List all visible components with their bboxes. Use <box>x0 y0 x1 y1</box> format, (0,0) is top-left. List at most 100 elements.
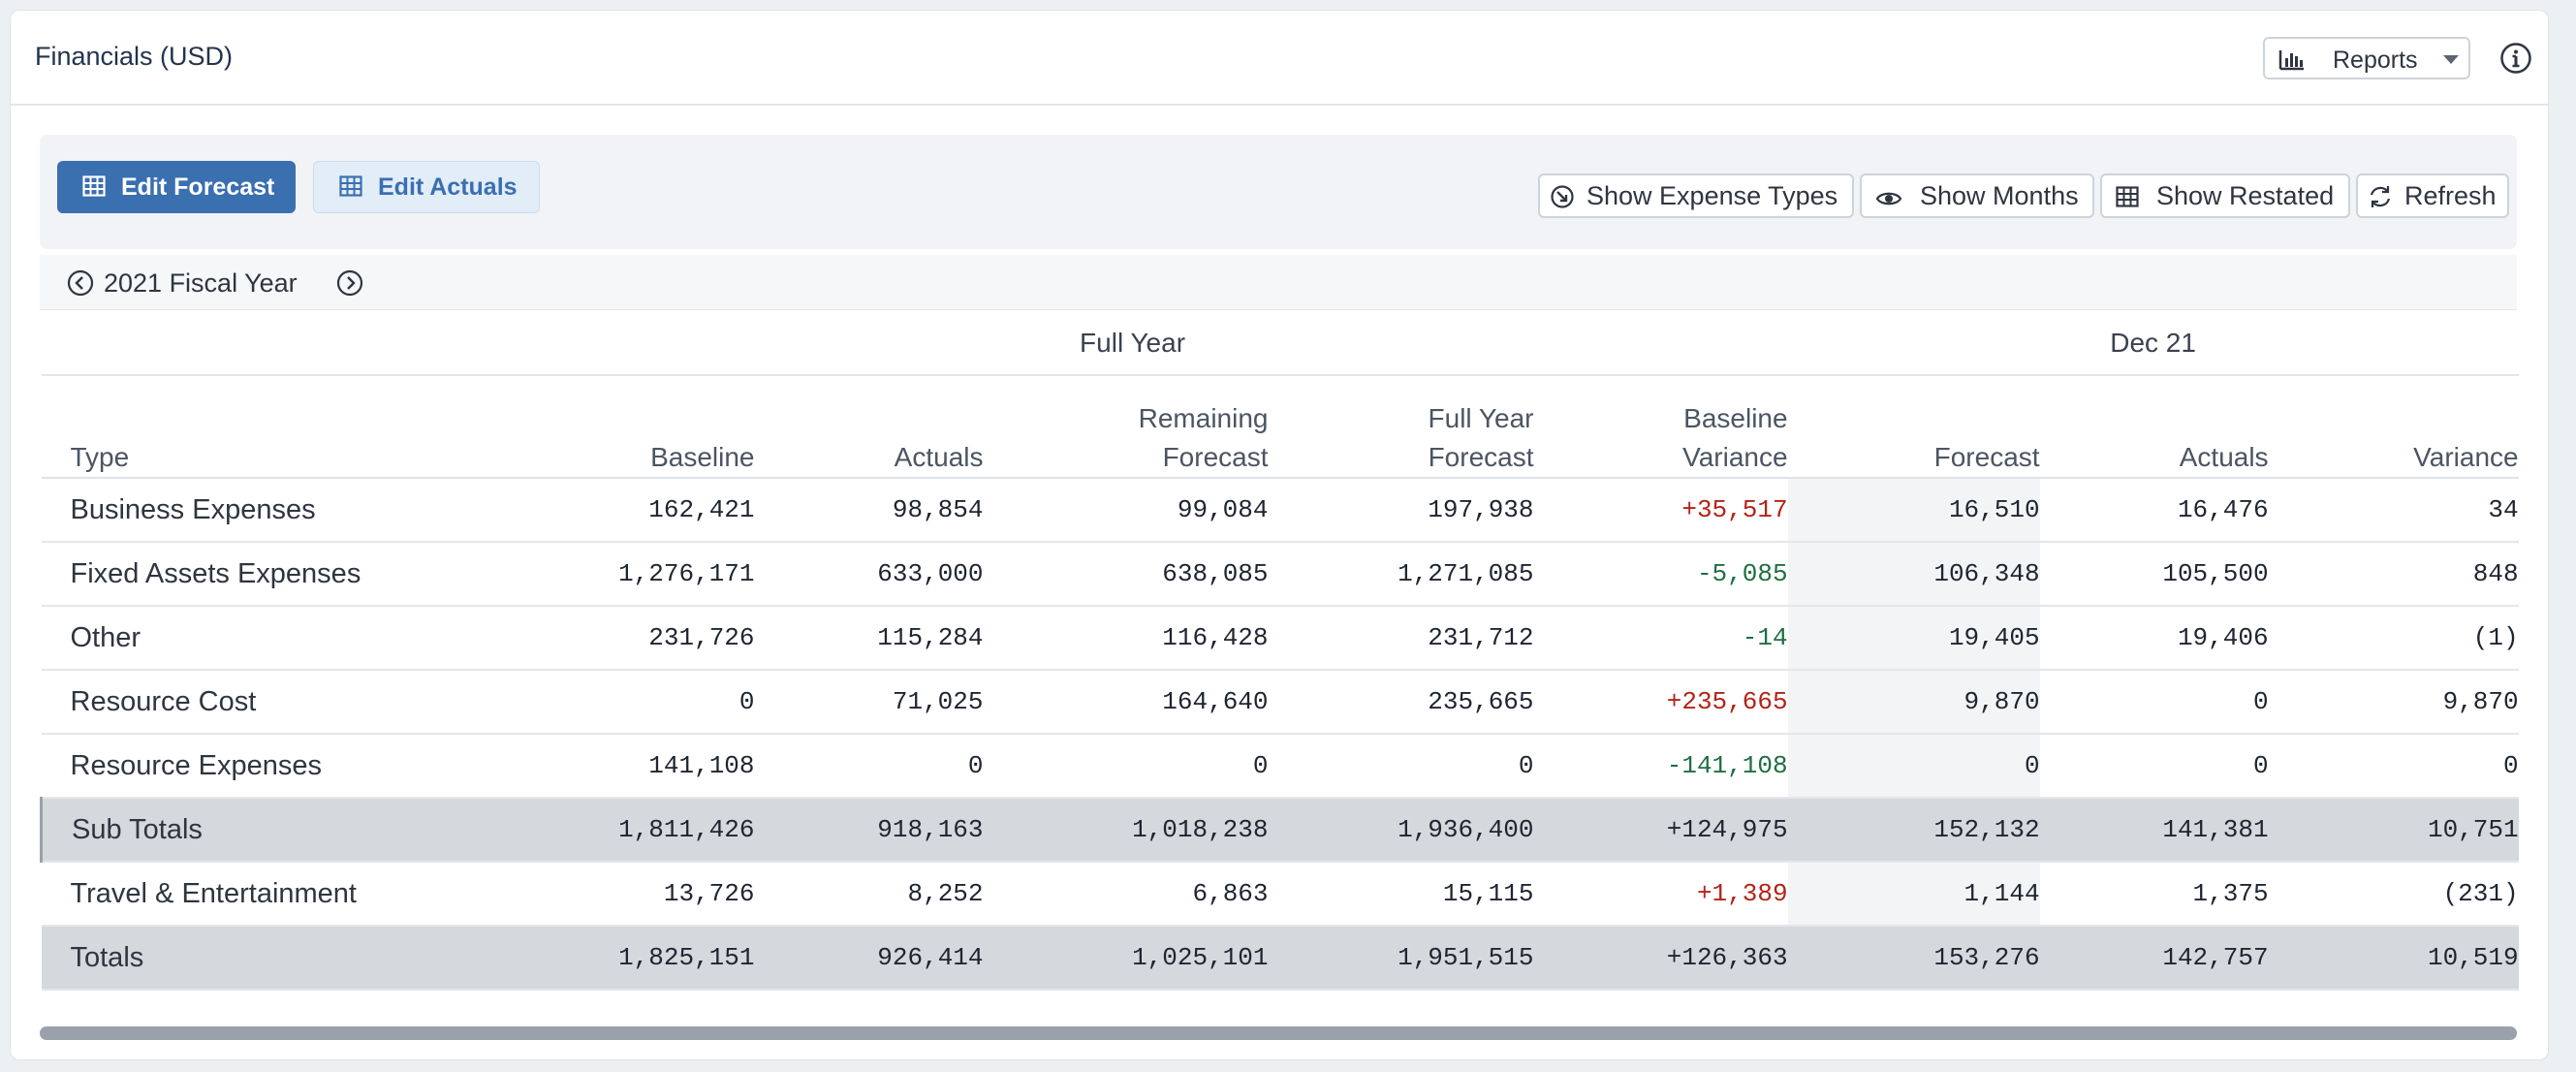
col-header-type[interactable]: Type <box>41 375 478 479</box>
cell-full-year-forecast: 0 <box>1268 734 1534 799</box>
cell-full-year-forecast: 1,951,515 <box>1268 926 1534 991</box>
cell-baseline: 0 <box>477 670 755 735</box>
cell-month-forecast: 153,276 <box>1787 926 2040 991</box>
edit-forecast-button[interactable]: Edit Forecast <box>57 161 296 213</box>
table-row[interactable]: Resource Expenses 141,108 0 0 0 -141,108… <box>41 734 2519 799</box>
info-icon[interactable] <box>2499 42 2532 79</box>
cell-full-year-forecast: 1,271,085 <box>1268 542 1534 607</box>
cell-baseline-variance: +126,363 <box>1533 926 1788 991</box>
cell-baseline-variance: +235,665 <box>1533 670 1788 735</box>
chevron-down-icon <box>2443 55 2459 64</box>
cell-baseline: 13,726 <box>477 862 755 927</box>
cell-baseline-variance: -14 <box>1533 606 1788 671</box>
cell-baseline-variance: -5,085 <box>1533 542 1788 607</box>
show-months-button[interactable]: Show Months <box>1860 173 2094 218</box>
cell-baseline: 162,421 <box>477 478 755 543</box>
cell-month-actuals: 141,381 <box>2039 798 2269 863</box>
cell-month-forecast: 152,132 <box>1787 798 2040 863</box>
row-type: Resource Cost <box>41 670 478 735</box>
cell-actuals: 71,025 <box>754 670 984 735</box>
eye-icon <box>1875 186 1902 216</box>
cell-baseline: 231,726 <box>477 606 755 671</box>
cell-full-year-forecast: 235,665 <box>1268 670 1534 735</box>
show-months-label: Show Months <box>1920 181 2079 210</box>
table-icon <box>2116 184 2139 214</box>
show-expense-types-label: Show Expense Types <box>1586 181 1838 210</box>
cell-baseline-variance: +35,517 <box>1533 478 1788 543</box>
row-type: Sub Totals <box>40 798 478 863</box>
row-type: Resource Expenses <box>41 734 478 799</box>
row-type: Travel & Entertainment <box>41 862 478 927</box>
table-row[interactable]: Resource Cost 0 71,025 164,640 235,665 +… <box>41 670 2519 735</box>
fiscal-year-nav: 2021 Fiscal Year <box>40 255 2517 310</box>
cell-month-variance: (1) <box>2268 606 2519 671</box>
cell-month-forecast: 0 <box>1787 734 2040 799</box>
show-expense-types-button[interactable]: Show Expense Types <box>1538 173 1854 218</box>
refresh-icon <box>2368 184 2393 216</box>
edit-actuals-button[interactable]: Edit Actuals <box>313 161 540 213</box>
edit-forecast-label: Edit Forecast <box>121 173 275 201</box>
cell-full-year-forecast: 15,115 <box>1268 862 1534 927</box>
financials-card: Financials (USD) Reports <box>10 10 2549 1060</box>
cell-full-year-forecast: 197,938 <box>1268 478 1534 543</box>
cell-actuals: 8,252 <box>754 862 984 927</box>
row-type: Fixed Assets Expenses <box>41 542 478 607</box>
page-title: Financials (USD) <box>35 42 234 71</box>
cell-month-forecast: 1,144 <box>1787 862 2040 927</box>
edit-actuals-label: Edit Actuals <box>378 173 518 201</box>
col-header-month-variance[interactable]: Variance <box>2268 375 2519 479</box>
cell-month-actuals: 0 <box>2039 734 2269 799</box>
col-header-baseline[interactable]: Baseline <box>477 375 755 479</box>
group-month: Dec 21 <box>1787 311 2519 376</box>
group-full-year: Full Year <box>477 311 1788 376</box>
row-type: Other <box>41 606 478 671</box>
horizontal-scrollbar[interactable] <box>40 1026 2517 1040</box>
show-restated-label: Show Restated <box>2156 181 2335 210</box>
chevron-left-icon[interactable] <box>67 269 94 301</box>
cell-month-variance: 9,870 <box>2268 670 2519 735</box>
cell-actuals: 98,854 <box>754 478 984 543</box>
col-header-full-year-forecast[interactable]: Full Year Forecast <box>1268 375 1534 479</box>
cell-baseline: 1,811,426 <box>477 798 755 863</box>
cell-remaining-forecast: 638,085 <box>983 542 1269 607</box>
col-header-month-actuals[interactable]: Actuals <box>2039 375 2269 479</box>
cell-remaining-forecast: 0 <box>983 734 1269 799</box>
cell-month-actuals: 142,757 <box>2039 926 2269 991</box>
totals-row[interactable]: Totals 1,825,151 926,414 1,025,101 1,951… <box>41 926 2519 991</box>
cell-full-year-forecast: 1,936,400 <box>1268 798 1534 863</box>
table-row[interactable]: Business Expenses 162,421 98,854 99,084 … <box>41 478 2519 543</box>
cell-month-actuals: 105,500 <box>2039 542 2269 607</box>
cell-actuals: 633,000 <box>754 542 984 607</box>
cell-remaining-forecast: 99,084 <box>983 478 1269 543</box>
cell-baseline: 1,825,151 <box>477 926 755 991</box>
cell-actuals: 926,414 <box>754 926 984 991</box>
cell-actuals: 115,284 <box>754 606 984 671</box>
show-restated-button[interactable]: Show Restated <box>2100 173 2350 218</box>
chevron-right-icon[interactable] <box>336 269 363 301</box>
cell-month-variance: (231) <box>2268 862 2519 927</box>
cell-month-forecast: 106,348 <box>1787 542 2040 607</box>
col-header-baseline-variance[interactable]: Baseline Variance <box>1533 375 1788 479</box>
col-header-actuals[interactable]: Actuals <box>754 375 984 479</box>
cell-remaining-forecast: 116,428 <box>983 606 1269 671</box>
table-row[interactable]: Other 231,726 115,284 116,428 231,712 -1… <box>41 606 2519 671</box>
col-header-remaining-forecast[interactable]: Remaining Forecast <box>983 375 1269 479</box>
table-row[interactable]: Fixed Assets Expenses 1,276,171 633,000 … <box>41 542 2519 607</box>
card-header: Financials (USD) Reports <box>11 11 2548 106</box>
cell-remaining-forecast: 1,018,238 <box>983 798 1269 863</box>
cell-month-actuals: 0 <box>2039 670 2269 735</box>
cell-month-variance: 848 <box>2268 542 2519 607</box>
cell-actuals: 918,163 <box>754 798 984 863</box>
subtotal-row[interactable]: Sub Totals 1,811,426 918,163 1,018,238 1… <box>40 798 2519 863</box>
cell-month-actuals: 1,375 <box>2039 862 2269 927</box>
table-row[interactable]: Travel & Entertainment 13,726 8,252 6,86… <box>41 862 2519 927</box>
reports-label: Reports <box>2333 47 2418 74</box>
col-header-month-forecast[interactable]: Forecast <box>1787 375 2040 479</box>
scrollbar-thumb[interactable] <box>40 1026 2517 1040</box>
reports-dropdown[interactable]: Reports <box>2263 37 2470 79</box>
refresh-button[interactable]: Refresh <box>2356 173 2509 218</box>
cell-baseline-variance: +124,975 <box>1533 798 1788 863</box>
cell-remaining-forecast: 6,863 <box>983 862 1269 927</box>
cell-month-actuals: 19,406 <box>2039 606 2269 671</box>
row-type: Business Expenses <box>41 478 478 543</box>
